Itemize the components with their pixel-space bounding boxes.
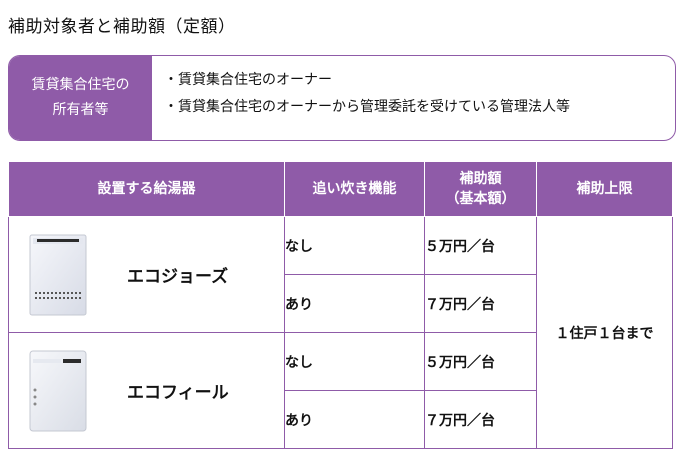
eligibility-list: 賃貸集合住宅のオーナー 賃貸集合住宅のオーナーから管理委託を受けている管理法人等: [152, 56, 570, 140]
header-reheat: 追い炊き機能: [284, 161, 425, 217]
subsidy-table: 設置する給湯器 追い炊き機能 補助額 （基本額） 補助上限: [8, 161, 673, 449]
table-row: エコフィール なし ５万円／台: [8, 332, 673, 449]
heater-name-ecojozu: エコジョーズ: [127, 267, 229, 287]
reheat-cell: あり: [284, 390, 425, 449]
limit-cell: １住戸１台まで: [536, 216, 673, 449]
page-title: 補助対象者と補助額（定額）: [8, 17, 236, 37]
header-amount-line1: 補助額: [459, 171, 502, 187]
header-limit: 補助上限: [536, 161, 673, 217]
table-row: あり ７万円／台: [9, 274, 673, 333]
header-amount-line2: （基本額）: [445, 191, 516, 207]
heater-cell-ecojozu: エコジョーズ: [8, 216, 285, 333]
table-header-row: 設置する給湯器 追い炊き機能 補助額 （基本額） 補助上限: [8, 161, 673, 217]
water-heater-icon: [29, 234, 87, 315]
eligibility-item: 賃貸集合住宅のオーナーから管理委託を受けている管理法人等: [164, 94, 570, 121]
table-row: エコジョーズ なし ５万円／台 １住戸１台まで: [8, 216, 673, 449]
reheat-cell: あり: [284, 274, 425, 333]
heater-cell-ecofeel: エコフィール: [8, 332, 285, 449]
header-heater: 設置する給湯器: [8, 161, 285, 217]
amount-cell: ７万円／台: [424, 274, 537, 333]
heater-name-ecofeel: エコフィール: [127, 383, 229, 403]
amount-cell: ５万円／台: [424, 216, 537, 275]
eligibility-box: 賃貸集合住宅の 所有者等 賃貸集合住宅のオーナー 賃貸集合住宅のオーナーから管理…: [8, 55, 676, 141]
reheat-cell: なし: [284, 216, 425, 275]
eligibility-label-line2: 所有者等: [52, 102, 109, 118]
eligibility-label: 賃貸集合住宅の 所有者等: [9, 56, 152, 140]
table-row: あり ７万円／台: [9, 390, 673, 449]
reheat-cell: なし: [284, 332, 425, 391]
header-amount: 補助額 （基本額）: [424, 161, 537, 217]
eligibility-item: 賃貸集合住宅のオーナー: [164, 67, 570, 94]
eligibility-label-line1: 賃貸集合住宅の: [31, 77, 130, 93]
amount-cell: ７万円／台: [424, 390, 537, 449]
amount-cell: ５万円／台: [424, 332, 537, 391]
oil-water-heater-icon: [29, 350, 87, 431]
